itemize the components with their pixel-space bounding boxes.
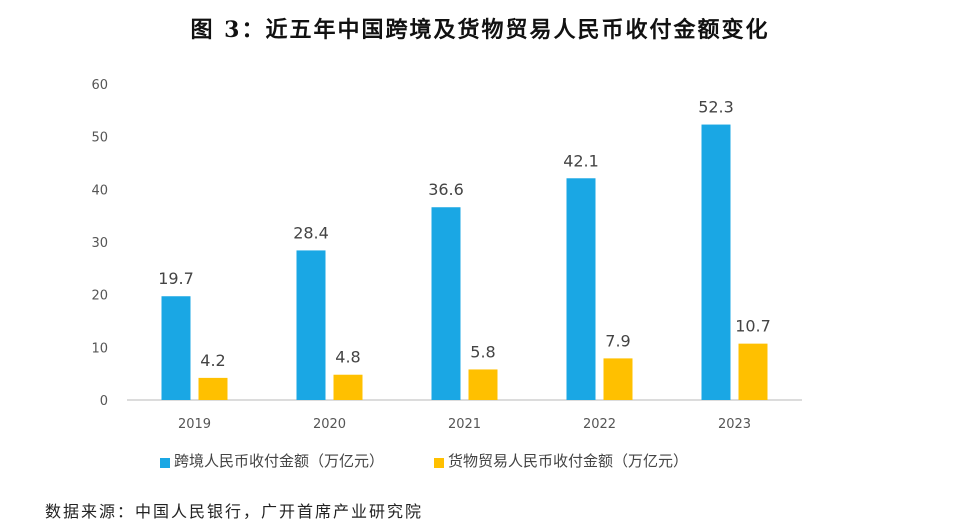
bar-chart: 0 10 20 30 40 50 60 2019 19.7 4.2 2020 28.4 4.8 2021 3… [91, 78, 802, 432]
source-note: 数据来源：中国人民银行，广开首席产业研究院 [45, 502, 424, 521]
data-label: 28.4 [293, 223, 329, 242]
legend-swatch [160, 457, 170, 468]
y-tick-label: 50 [91, 131, 108, 146]
legend-label: 跨境人民币收付金额（万亿元） [174, 452, 385, 470]
bar [296, 250, 326, 400]
legend-item: 货物贸易人民币收付金额（万亿元） [434, 450, 688, 471]
x-tick-label: 2019 [178, 417, 211, 432]
legend-label: 货物贸易人民币收付金额（万亿元） [448, 452, 689, 470]
bar [198, 377, 228, 400]
bar [566, 178, 596, 400]
chart-title: 图 3：近五年中国跨境及货物贸易人民币收付金额变化 [190, 17, 770, 43]
legend-item: 跨境人民币收付金额（万亿元） [160, 450, 384, 471]
data-label: 10.7 [735, 317, 771, 336]
bar [603, 358, 633, 400]
data-label: 4.8 [335, 348, 360, 367]
data-label: 19.7 [158, 269, 194, 288]
bar [431, 207, 461, 400]
y-tick-label: 40 [91, 183, 108, 198]
bar [738, 343, 768, 400]
x-tick-label: 2023 [718, 417, 751, 432]
data-label: 7.9 [605, 331, 630, 350]
y-tick-label: 20 [91, 289, 108, 304]
data-label: 42.1 [563, 151, 599, 170]
data-label: 4.2 [200, 351, 225, 370]
y-tick-label: 30 [91, 236, 108, 251]
y-tick-label: 60 [91, 78, 108, 93]
bar [161, 296, 191, 400]
bar [468, 369, 498, 400]
x-tick-label: 2021 [448, 417, 481, 432]
x-tick-label: 2020 [313, 417, 346, 432]
data-label: 5.8 [470, 342, 495, 361]
legend-swatch [434, 457, 445, 468]
data-label: 36.6 [428, 180, 464, 199]
bar [333, 374, 363, 400]
y-tick-label: 10 [91, 341, 108, 356]
x-tick-label: 2022 [583, 417, 616, 432]
data-label: 52.3 [698, 98, 734, 117]
y-tick-label: 0 [100, 394, 108, 409]
legend: 跨境人民币收付金额（万亿元） 货物贸易人民币收付金额（万亿元） [160, 450, 688, 471]
bar [701, 124, 731, 400]
